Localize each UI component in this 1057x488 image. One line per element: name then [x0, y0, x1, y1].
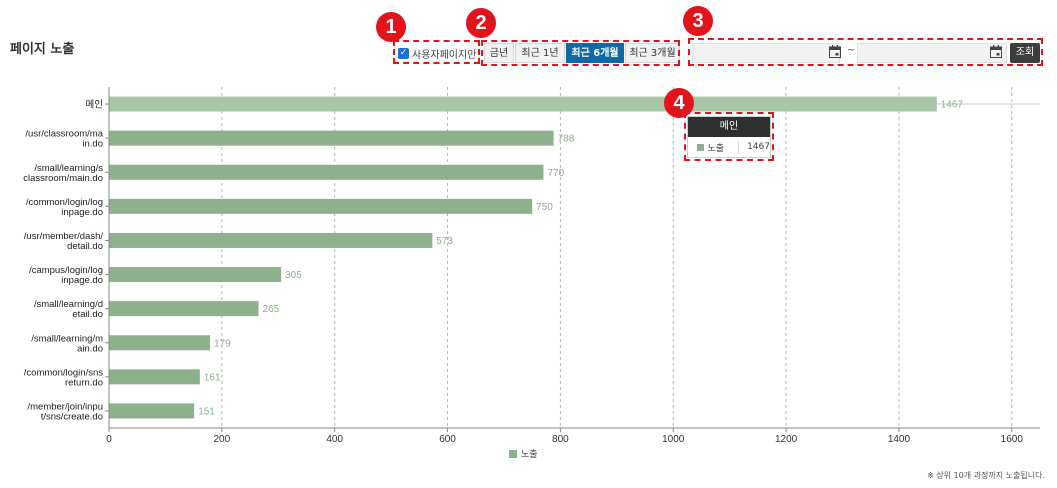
y-tick-label: /member/join/inpu t/sns/create.do	[27, 401, 103, 422]
chart-legend[interactable]: 노출	[509, 447, 538, 460]
x-tick-label: 1000	[662, 434, 685, 445]
y-tick-label: /usr/member/dash/detail.do	[24, 231, 104, 252]
y-tick-label: /small/learning/s classroom/main.do	[23, 163, 103, 184]
y-tick-label-line: /usr/classroom/ma	[25, 129, 103, 140]
tooltip-series-name: 노출	[707, 143, 725, 154]
y-tick-label-line: /common/login/log	[26, 197, 103, 208]
y-tick-label-line: etail.do	[72, 309, 103, 320]
y-tick-label-line: inpage.do	[61, 207, 103, 218]
period-6-months-button[interactable]: 최근 6개월	[566, 43, 624, 63]
period-1-year-button[interactable]: 최근 1년	[515, 43, 565, 63]
annotation-box-4	[684, 112, 774, 161]
y-tick-label-line: /small/learning/d	[34, 299, 103, 310]
y-tick-label: /common/login/log inpage.do	[26, 197, 103, 218]
user-page-only-label: 사용자페이지만	[412, 49, 477, 61]
x-tick-label: 800	[552, 434, 569, 445]
y-tick-label: /usr/classroom/ma in.do	[25, 129, 103, 150]
bar	[109, 335, 210, 351]
bar-value-label: 573	[436, 236, 453, 247]
calendar-icon[interactable]	[829, 45, 841, 58]
chart-tooltip: 메인 노출 1467	[687, 116, 771, 158]
x-tick-label: 400	[326, 434, 343, 445]
y-tick-label-line: inpage.do	[61, 275, 103, 286]
annotation-box-3	[688, 38, 1043, 66]
x-tick-label: 200	[214, 434, 231, 445]
tooltip-series-swatch	[697, 143, 704, 151]
bar-value-label: 161	[204, 372, 221, 383]
x-tick-label: 1600	[1001, 434, 1024, 445]
footnote: ※ 상위 10개 과정까지 노출됩니다.	[927, 471, 1045, 480]
y-tick-label-line: /member/join/inpu	[27, 401, 103, 412]
y-tick-label-line: t/sns/create.do	[41, 411, 103, 422]
annotation-marker-3: 3	[683, 6, 713, 36]
bar	[109, 369, 200, 385]
end-date-input[interactable]	[857, 43, 1007, 63]
annotation-marker-2: 2	[466, 8, 496, 38]
bar	[109, 403, 195, 419]
x-tick-label: 0	[106, 434, 112, 445]
y-tick-label: 메인	[86, 100, 103, 111]
bar	[109, 232, 433, 248]
y-tick-label-line: in.do	[82, 139, 103, 150]
annotation-marker-1: 1	[376, 12, 406, 42]
x-tick-label: 1200	[775, 434, 798, 445]
bar	[109, 130, 554, 146]
bar-value-label: 305	[285, 270, 302, 281]
y-tick-label-line: /small/learning/s	[34, 163, 103, 174]
calendar-icon[interactable]	[990, 45, 1002, 58]
y-tick-label-line: /small/learning/m	[31, 333, 103, 344]
bar-value-label: 179	[214, 338, 231, 349]
bar	[109, 301, 259, 317]
checkbox-check-icon: ✓	[398, 47, 409, 59]
bar-value-label: 1467	[941, 100, 964, 111]
bar-value-label: 750	[536, 202, 553, 213]
y-tick-label-line: classroom/main.do	[23, 173, 103, 184]
y-tick-label-line: /campus/login/log	[29, 265, 103, 276]
x-tick-label: 600	[439, 434, 456, 445]
y-tick-label-line: /usr/member/dash/	[24, 231, 104, 242]
y-tick-label: /small/learning/d etail.do	[34, 299, 103, 320]
tooltip-value: 1467	[747, 142, 770, 152]
y-tick-label: /small/learning/m ain.do	[31, 333, 103, 354]
legend-swatch	[509, 449, 517, 458]
y-tick-label: /common/login/sns return.do	[24, 367, 103, 388]
period-this-year-button[interactable]: 금년	[484, 43, 514, 63]
y-tick-label-line: /common/login/sns	[24, 367, 103, 378]
bar-value-label: 788	[558, 134, 575, 145]
y-tick-label-line: detail.do	[67, 241, 103, 252]
start-date-input[interactable]	[692, 43, 840, 63]
annotation-marker-4: 4	[664, 88, 694, 118]
x-tick-label: 1400	[888, 434, 911, 445]
bar-value-label: 265	[263, 304, 280, 315]
user-page-only-checkbox[interactable]: ✓ 사용자페이지만	[398, 45, 476, 61]
bar	[109, 96, 937, 112]
annotation-box-2	[481, 40, 680, 66]
y-tick-label-line: 메인	[86, 100, 103, 111]
page-title: 페이지 노출	[10, 42, 75, 57]
bar	[109, 267, 282, 283]
search-button[interactable]: 조회	[1010, 43, 1040, 63]
date-separator: ~	[847, 45, 856, 56]
bar	[109, 164, 544, 180]
bar	[109, 198, 533, 214]
tooltip-divider	[738, 140, 740, 154]
annotation-box-1	[393, 40, 480, 64]
y-tick-label-line: return.do	[65, 377, 103, 388]
tooltip-title: 메인	[688, 117, 770, 137]
bar-value-label: 770	[547, 168, 564, 179]
bar-value-label: 151	[198, 406, 215, 417]
y-tick-label-line: ain.do	[77, 343, 103, 354]
y-tick-label: /campus/login/log inpage.do	[29, 265, 103, 286]
legend-label: 노출	[521, 450, 538, 460]
